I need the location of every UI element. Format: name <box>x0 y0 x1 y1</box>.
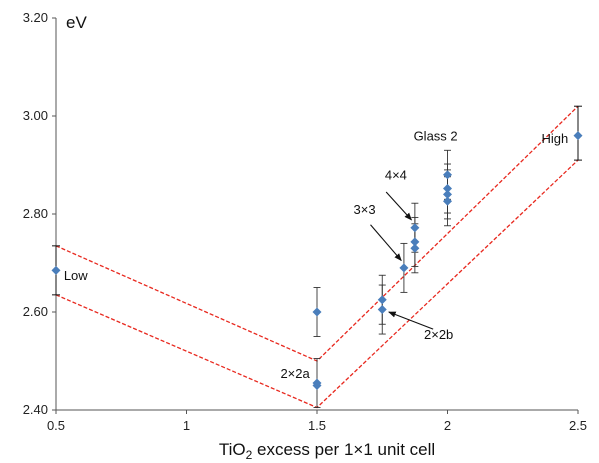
annotation-label: 3×3 <box>354 202 376 217</box>
y-axis-label: eV <box>66 13 87 32</box>
data-point <box>410 243 420 253</box>
data-point <box>573 131 583 141</box>
data-point <box>443 184 452 194</box>
y-tick-label: 3.20 <box>23 10 48 25</box>
x-axis-label-subscript: 2 <box>246 448 253 462</box>
data-point <box>410 223 420 233</box>
data-point <box>312 307 322 317</box>
data-point <box>410 237 420 247</box>
annotation-arrow <box>370 224 402 262</box>
x-axis-label-formula: TiO <box>219 440 246 459</box>
y-tick-label: 2.40 <box>23 402 48 417</box>
y-tick-label: 2.60 <box>23 304 48 319</box>
annotation-label: Glass 2 <box>414 129 458 144</box>
data-point <box>377 305 387 315</box>
y-tick-label: 2.80 <box>23 206 48 221</box>
x-tick-label: 1 <box>183 418 190 433</box>
data-point <box>399 263 409 273</box>
annotation-arrow <box>385 191 412 221</box>
x-tick-label: 1.5 <box>308 418 326 433</box>
data-point <box>443 170 452 180</box>
annotation-label: 2×2b <box>424 327 453 342</box>
x-axis-label-text: excess per 1×1 unit cell <box>252 440 435 459</box>
annotation-label: 2×2a <box>280 366 310 381</box>
data-point <box>51 265 61 275</box>
data-point <box>443 196 452 206</box>
x-tick-label: 0.5 <box>47 418 65 433</box>
y-tick-label: 3.00 <box>23 108 48 123</box>
data-point <box>377 295 387 305</box>
x-tick-label: 2.5 <box>569 418 587 433</box>
annotation-label: High <box>541 131 568 146</box>
data-point <box>443 189 452 199</box>
x-tick-label: 2 <box>444 418 451 433</box>
annotation-label: Low <box>64 268 88 283</box>
x-axis-label: TiO2 excess per 1×1 unit cell <box>219 440 435 462</box>
annotation-arrow <box>388 311 434 330</box>
data-point <box>312 381 322 390</box>
annotation-label: 4×4 <box>385 168 407 183</box>
